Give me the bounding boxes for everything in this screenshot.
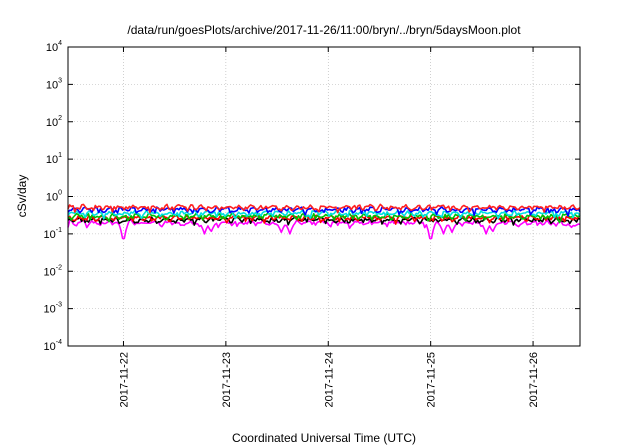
y-tick-label: 10-1 (44, 227, 63, 241)
y-axis: 104 103 102 101 100 10-1 10-2 10-3 10-4 (44, 40, 580, 353)
y-tick-label: 102 (46, 115, 62, 129)
x-tick-label: 2017-11-22 (118, 352, 130, 407)
series-group (67, 203, 581, 240)
y-tick-label: 10-3 (44, 302, 63, 316)
series-line (67, 219, 581, 240)
y-axis-label: cSv/day (15, 175, 29, 218)
series-line (67, 203, 581, 214)
x-tick-label: 2017-11-23 (221, 352, 233, 407)
y-tick-label: 101 (46, 152, 62, 166)
x-tick-label: 2017-11-26 (528, 352, 540, 407)
series-line (67, 212, 581, 224)
chart-title: /data/run/goesPlots/archive/2017-11-26/1… (127, 23, 521, 37)
x-axis-label: Coordinated Universal Time (UTC) (232, 431, 416, 445)
y-tick-label: 10-4 (44, 339, 63, 353)
x-tick-label: 2017-11-24 (323, 352, 335, 407)
y-tick-label: 10-2 (44, 264, 63, 278)
x-axis: 2017-11-22 2017-11-23 2017-11-24 2017-11-25… (118, 47, 540, 407)
y-tick-label: 104 (46, 40, 62, 54)
series-line (67, 206, 581, 217)
y-tick-label: 100 (46, 190, 62, 204)
y-tick-label: 103 (46, 77, 62, 91)
x-tick-label: 2017-11-25 (426, 352, 438, 407)
